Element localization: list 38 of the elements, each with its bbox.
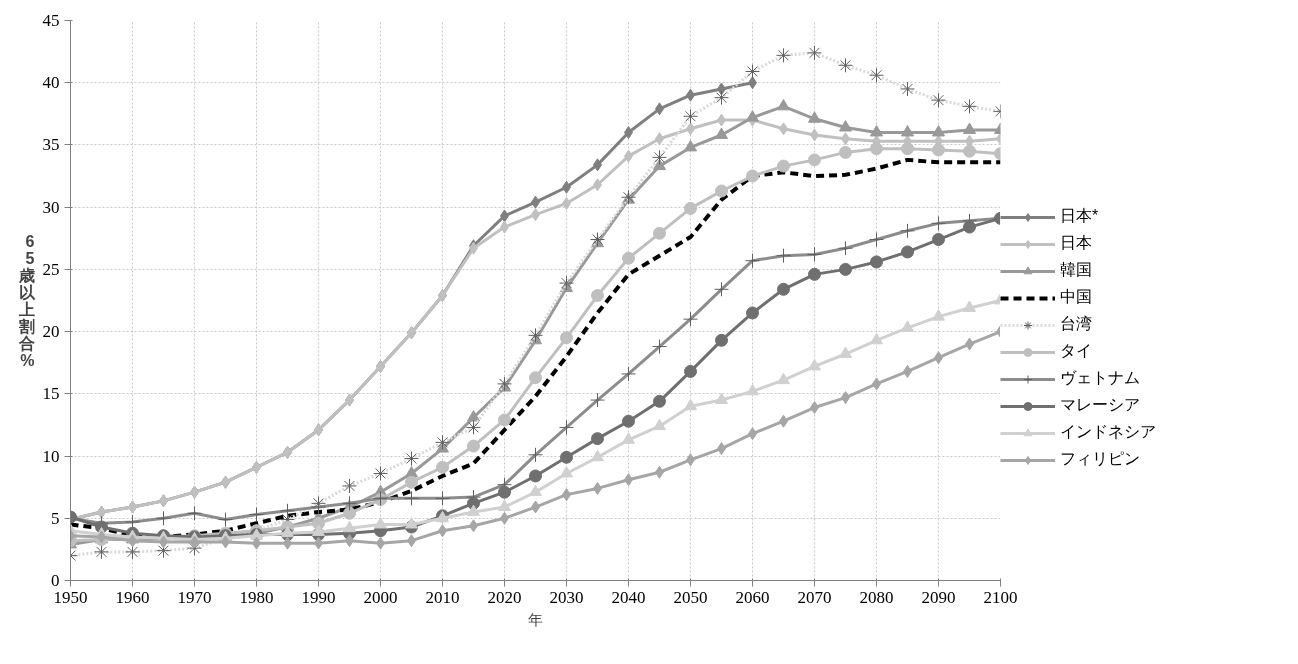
- legend-label: 日本*: [1060, 206, 1100, 226]
- legend-label: マレーシア: [1060, 395, 1141, 415]
- y-tick-label: 10: [42, 446, 60, 466]
- legend-label: 日本: [1060, 233, 1093, 253]
- x-tick-label: 2100: [983, 587, 1018, 607]
- y-axis-title: 65歳以上割合%: [17, 232, 36, 369]
- x-tick-label: 2090: [921, 587, 956, 607]
- x-tick-label: 2020: [487, 587, 522, 607]
- legend-label: 中国: [1060, 287, 1093, 307]
- x-tick-label: 2060: [735, 587, 770, 607]
- x-tick-label: 2040: [611, 587, 646, 607]
- x-tick-label: 2050: [673, 587, 708, 607]
- legend-label: タイ: [1060, 341, 1093, 361]
- x-tick-label: 1960: [115, 587, 150, 607]
- y-tick-label: 0: [51, 571, 60, 590]
- y-tick-label: 15: [42, 384, 60, 404]
- y-tick-label: 25: [42, 259, 60, 279]
- y-tick-label: 30: [42, 197, 60, 217]
- legend-label: 韓国: [1060, 260, 1093, 280]
- x-tick-label: 1990: [301, 587, 336, 607]
- x-tick-label: 2070: [797, 587, 832, 607]
- x-tick-label: 2080: [859, 587, 894, 607]
- y-tick-label: 40: [42, 73, 60, 93]
- y-tick-label: 20: [42, 322, 60, 342]
- y-tick-label: 45: [42, 11, 60, 30]
- legend-label: ヴェトナム: [1060, 368, 1141, 388]
- x-axis-title: 年: [528, 610, 543, 628]
- y-tick-label: 35: [42, 135, 60, 155]
- x-tick-label: 1950: [53, 587, 88, 607]
- legend-label: フィリピン: [1060, 449, 1141, 469]
- y-tick-label: 5: [51, 508, 60, 528]
- x-tick-label: 2010: [425, 587, 460, 607]
- x-tick-label: 1980: [239, 587, 274, 607]
- legend-label: 台湾: [1060, 314, 1093, 334]
- x-tick-label: 2000: [363, 587, 398, 607]
- x-tick-label: 1970: [177, 587, 212, 607]
- legend-label: インドネシア: [1060, 422, 1157, 442]
- x-tick-label: 2030: [549, 587, 584, 607]
